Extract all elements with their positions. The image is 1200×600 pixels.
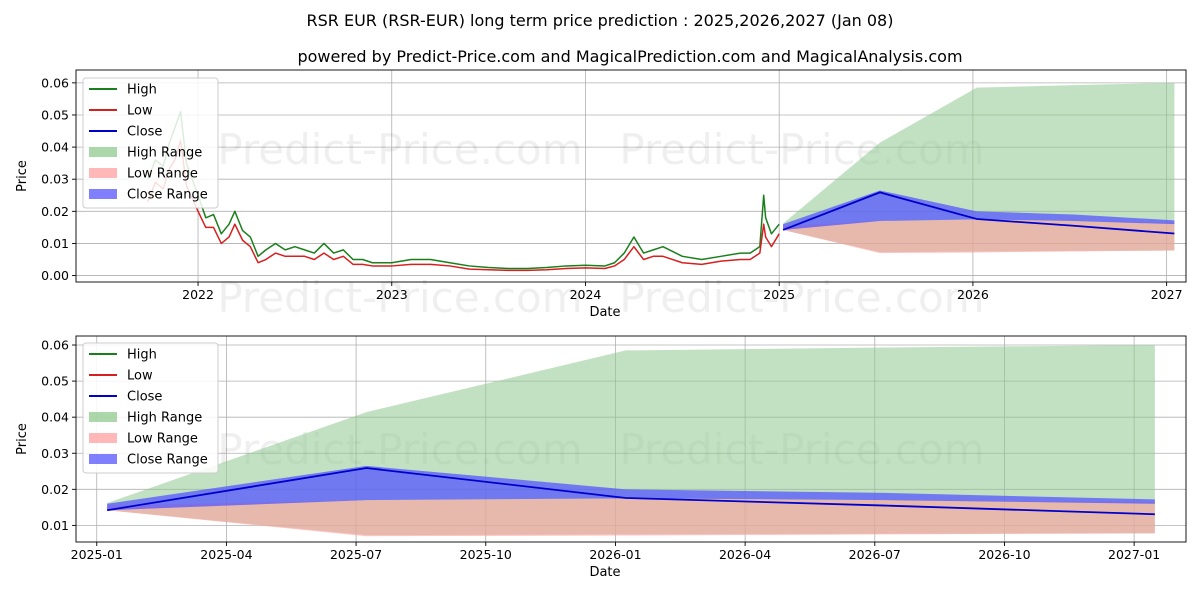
legend-label: Low Range bbox=[127, 167, 198, 182]
x-tick-label: 2025 bbox=[763, 287, 795, 302]
x-tick-label: 2025-01 bbox=[71, 547, 123, 562]
y-tick-label: 0.05 bbox=[41, 374, 69, 389]
legend-label: Close bbox=[127, 125, 162, 140]
y-axis-label: Price bbox=[15, 160, 30, 192]
legend-label: Close Range bbox=[127, 453, 208, 468]
x-axis-label: Date bbox=[589, 305, 620, 320]
y-tick-label: 0.05 bbox=[41, 107, 69, 122]
low-range-band bbox=[107, 498, 1155, 537]
axes-frame bbox=[75, 335, 1187, 543]
x-axis-label: Date bbox=[589, 565, 620, 580]
watermark-left: Predict-Price.com bbox=[217, 125, 582, 174]
y-tick-label: 0.04 bbox=[41, 140, 69, 155]
watermark-left: Predict-Price.com bbox=[217, 273, 582, 322]
legend-label: High Range bbox=[127, 146, 202, 161]
y-tick-label: 0.01 bbox=[41, 518, 69, 533]
chart-subtitle: powered by Predict-Price.com and Magical… bbox=[297, 47, 962, 66]
top-chart-panel: Predict-Price.com Predict-Price.com Predic… bbox=[15, 69, 1187, 322]
y-tick-label: 0.02 bbox=[41, 204, 69, 219]
low-range-band bbox=[783, 219, 1175, 254]
low-history-line bbox=[146, 139, 780, 272]
y-axis-label: Price bbox=[15, 423, 30, 455]
legend-label: High bbox=[127, 348, 157, 363]
x-tick-label: 2027-01 bbox=[1108, 547, 1160, 562]
x-tick-label: 2025-04 bbox=[200, 547, 252, 562]
y-tick-label: 0.03 bbox=[41, 446, 69, 461]
x-tick-label: 2024 bbox=[570, 287, 602, 302]
high-history-line bbox=[146, 111, 780, 270]
legend-label: High Range bbox=[127, 411, 202, 426]
legend-label: Close Range bbox=[127, 188, 208, 203]
x-tick-label: 2026-10 bbox=[978, 547, 1030, 562]
x-tick-label: 2026-07 bbox=[849, 547, 901, 562]
close-range-band bbox=[783, 190, 1175, 230]
x-tick-label: 2027 bbox=[1151, 287, 1183, 302]
y-tick-label: 0.06 bbox=[41, 75, 69, 90]
legend-patch-swatch bbox=[89, 454, 117, 464]
legend-label: Low bbox=[127, 369, 153, 384]
legend-patch-swatch bbox=[89, 147, 117, 157]
legend-label: Close bbox=[127, 390, 162, 405]
x-tick-label: 2026-04 bbox=[719, 547, 771, 562]
y-tick-label: 0.06 bbox=[41, 338, 69, 353]
close-range-band bbox=[107, 465, 1155, 511]
chart-title: RSR EUR (RSR-EUR) long term price predic… bbox=[307, 11, 894, 30]
x-tick-label: 2025-10 bbox=[460, 547, 512, 562]
watermark-right: Predict-Price.com bbox=[619, 273, 984, 322]
x-tick-label: 2026 bbox=[957, 287, 989, 302]
y-tick-label: 0.01 bbox=[41, 236, 69, 251]
plot-area bbox=[106, 345, 1155, 537]
close-forecast-line bbox=[106, 467, 1155, 516]
y-tick-label: 0.04 bbox=[41, 410, 69, 425]
axes-frame bbox=[75, 69, 1187, 283]
plot-area bbox=[146, 82, 1175, 272]
legend-label: High bbox=[127, 83, 157, 98]
legend-label: Low Range bbox=[127, 432, 198, 447]
y-tick-label: 0.03 bbox=[41, 172, 69, 187]
x-tick-label: 2023 bbox=[376, 287, 408, 302]
y-tick-label: 0.02 bbox=[41, 482, 69, 497]
legend: High Low Close High Range Low Range Close Ran… bbox=[82, 342, 219, 474]
x-tick-label: 2025-07 bbox=[330, 547, 382, 562]
bottom-chart-panel: Predict-Price.comPredict-Price.com2025-0… bbox=[15, 335, 1187, 580]
x-tick-label: 2022 bbox=[182, 287, 214, 302]
legend: High Low Close High Range Low Range Close Ran… bbox=[82, 77, 219, 209]
legend-label: Low bbox=[127, 104, 153, 119]
close-forecast-line bbox=[782, 191, 1175, 235]
legend-patch-swatch bbox=[89, 189, 117, 199]
x-tick-label: 2026-01 bbox=[589, 547, 641, 562]
legend-patch-swatch bbox=[89, 168, 117, 178]
y-tick-label: 0.00 bbox=[41, 268, 69, 283]
legend-patch-swatch bbox=[89, 433, 117, 443]
legend-patch-swatch bbox=[89, 412, 117, 422]
